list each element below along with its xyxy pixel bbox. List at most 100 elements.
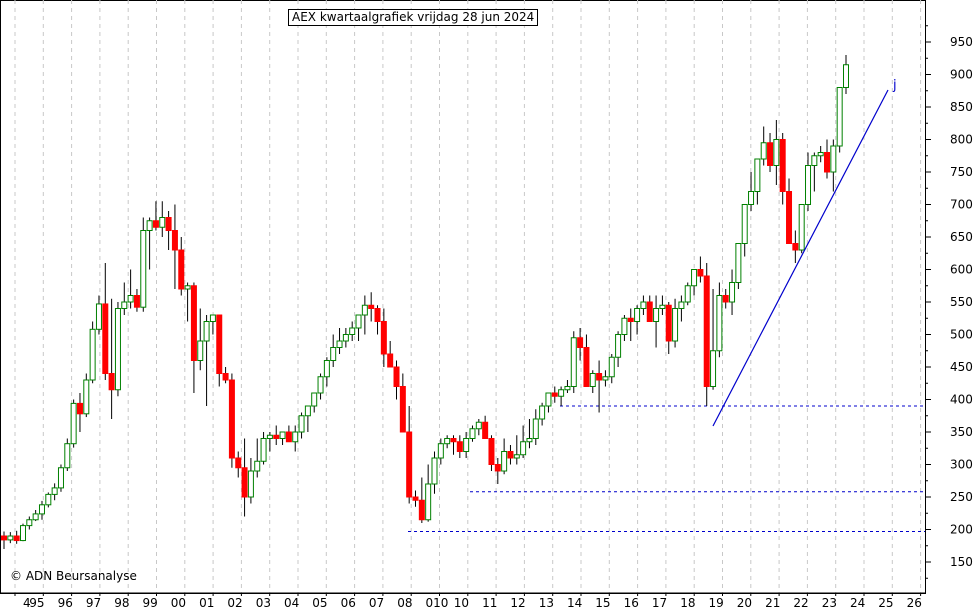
x-tick-label: 15	[595, 596, 610, 610]
candle	[748, 172, 755, 211]
candle-body	[678, 301, 685, 309]
candle-body	[627, 317, 634, 322]
candle-body	[539, 405, 546, 420]
candle-body	[843, 64, 849, 88]
candle-body	[13, 535, 20, 542]
candle	[228, 373, 235, 468]
grid	[0, 0, 926, 594]
candle-body	[425, 483, 432, 521]
candle-body	[659, 304, 666, 309]
candle	[298, 412, 305, 439]
candle-body	[374, 308, 381, 322]
candle	[203, 315, 210, 406]
candle	[729, 269, 736, 315]
candle	[513, 435, 520, 465]
candle	[659, 295, 666, 315]
candle-body	[805, 165, 812, 205]
candle	[292, 425, 299, 452]
candle	[26, 516, 33, 530]
candle-body	[317, 376, 324, 394]
candle-body	[368, 304, 375, 309]
candle-body	[621, 317, 628, 335]
candle	[817, 146, 824, 163]
candle-body	[165, 217, 172, 231]
candle-body	[45, 493, 52, 506]
candle	[760, 126, 767, 166]
y-tick-label: 650	[950, 230, 973, 244]
y-tick-label: 900	[950, 68, 973, 82]
x-tick-label: 13	[539, 596, 554, 610]
candle-body	[121, 301, 128, 309]
candle-body	[311, 392, 318, 407]
candle-body	[469, 428, 476, 439]
y-tick-label: 350	[950, 425, 973, 439]
chart-title: AEX kwartaalgrafiek vrijdag 28 jun 2024	[288, 9, 539, 26]
candle	[254, 438, 261, 478]
candle-body	[583, 347, 590, 387]
candle	[431, 451, 438, 494]
candle	[247, 458, 254, 504]
x-tick-label: 97	[86, 596, 101, 610]
candle	[197, 308, 204, 371]
candle-body	[285, 431, 292, 443]
candle	[425, 464, 432, 522]
candle-body	[589, 373, 596, 387]
x-tick-label: 10	[454, 596, 469, 610]
candle-body	[577, 337, 584, 348]
candle	[418, 477, 425, 523]
candle	[127, 269, 134, 309]
candle	[171, 204, 178, 289]
candle-body	[7, 535, 14, 541]
candle	[178, 237, 185, 296]
candle	[691, 269, 698, 296]
candle	[76, 393, 83, 432]
candle	[507, 445, 514, 465]
candle-body	[247, 470, 254, 498]
x-tick-label: 04	[284, 596, 299, 610]
candle-body	[437, 443, 444, 459]
candle-body	[254, 460, 261, 472]
candle	[159, 201, 166, 237]
y-tick-label: 400	[950, 393, 973, 407]
candle	[805, 152, 812, 211]
candle-body	[330, 347, 337, 361]
candle-body	[83, 379, 90, 415]
candle-body	[342, 334, 349, 342]
x-tick-label: 11	[482, 596, 497, 610]
candle-body	[786, 191, 793, 244]
candle-body	[456, 441, 463, 452]
candle-body	[551, 392, 558, 397]
candle	[190, 282, 197, 393]
candle	[355, 314, 362, 341]
x-tick-label: 19	[709, 596, 724, 610]
x-tick-label: 99	[143, 596, 158, 610]
candle-body	[836, 87, 843, 147]
candle	[450, 435, 457, 455]
candle-body	[792, 243, 799, 251]
candle	[216, 314, 223, 387]
candle	[602, 370, 609, 387]
candle	[830, 139, 837, 192]
candle	[406, 406, 413, 504]
candle	[786, 178, 793, 244]
candle	[235, 451, 242, 478]
candle-body	[564, 386, 571, 391]
y-tick-label: 200	[950, 523, 973, 537]
x-tick-label: 17	[652, 596, 667, 610]
candle-body	[653, 308, 660, 322]
candle	[722, 289, 729, 309]
candle-body	[488, 438, 495, 465]
y-tick-label: 600	[950, 263, 973, 277]
candle-body	[811, 155, 818, 166]
trendline-j	[712, 89, 889, 427]
candle-body	[634, 308, 641, 322]
candle	[532, 409, 539, 445]
x-axis: 495 96 97 98 99 00 01 02 03 04 05 06 07 08 010 10 11 12 13…	[0, 592, 925, 610]
candle	[754, 158, 761, 205]
candle-body	[197, 340, 204, 361]
candle-body	[558, 389, 565, 397]
candle-body	[729, 282, 736, 303]
candle-body	[482, 421, 489, 439]
candle	[209, 314, 216, 335]
candle	[570, 331, 577, 393]
